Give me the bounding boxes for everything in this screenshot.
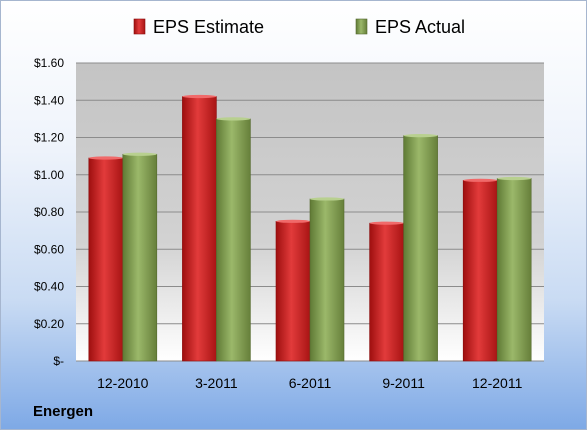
x-category-label: 9-2011 (382, 375, 425, 391)
bar-actual (122, 153, 158, 362)
bar-estimate (88, 157, 124, 362)
legend-swatch-estimate (133, 18, 146, 35)
x-category-label: 3-2011 (195, 375, 238, 391)
x-category-label: 12-2011 (472, 375, 523, 391)
bar-estimate (275, 221, 311, 362)
y-tick-label: $1.60 (34, 56, 64, 70)
y-tick-label: $0.20 (34, 317, 64, 331)
bar-top-highlight (88, 156, 123, 160)
bar-actual (309, 198, 345, 362)
bar-top-highlight (310, 197, 344, 201)
bar-estimate (369, 222, 404, 362)
y-tick-label: $0.80 (34, 205, 64, 219)
bar-actual (216, 118, 251, 362)
y-tick-label: $1.00 (34, 168, 64, 182)
legend-label-estimate: EPS Estimate (153, 17, 264, 37)
y-tick-label: $1.40 (34, 93, 64, 107)
bar-top-highlight (182, 94, 217, 99)
x-category-label: 6-2011 (289, 375, 332, 391)
bar-top-highlight (403, 134, 438, 138)
y-tick-label: $0.60 (34, 242, 64, 256)
bar-estimate (182, 96, 217, 362)
y-tick-label: $1.20 (34, 131, 64, 145)
bar-top-highlight (497, 176, 532, 181)
legend-label-actual: EPS Actual (375, 17, 465, 37)
y-tick-label: $- (53, 354, 64, 368)
bar-actual (496, 178, 532, 362)
y-tick-label: $0.40 (34, 280, 64, 294)
bar-top-highlight (122, 152, 157, 156)
bar-top-highlight (463, 178, 498, 182)
bar-top-highlight (216, 117, 251, 121)
bar-top-highlight (369, 221, 404, 225)
bar-estimate (462, 180, 498, 362)
company-name: Energen (33, 403, 94, 420)
bar-top-highlight (276, 219, 310, 223)
x-category-label: 12-2010 (97, 375, 149, 391)
legend-swatch-actual (355, 18, 368, 35)
bar-actual (403, 135, 438, 362)
